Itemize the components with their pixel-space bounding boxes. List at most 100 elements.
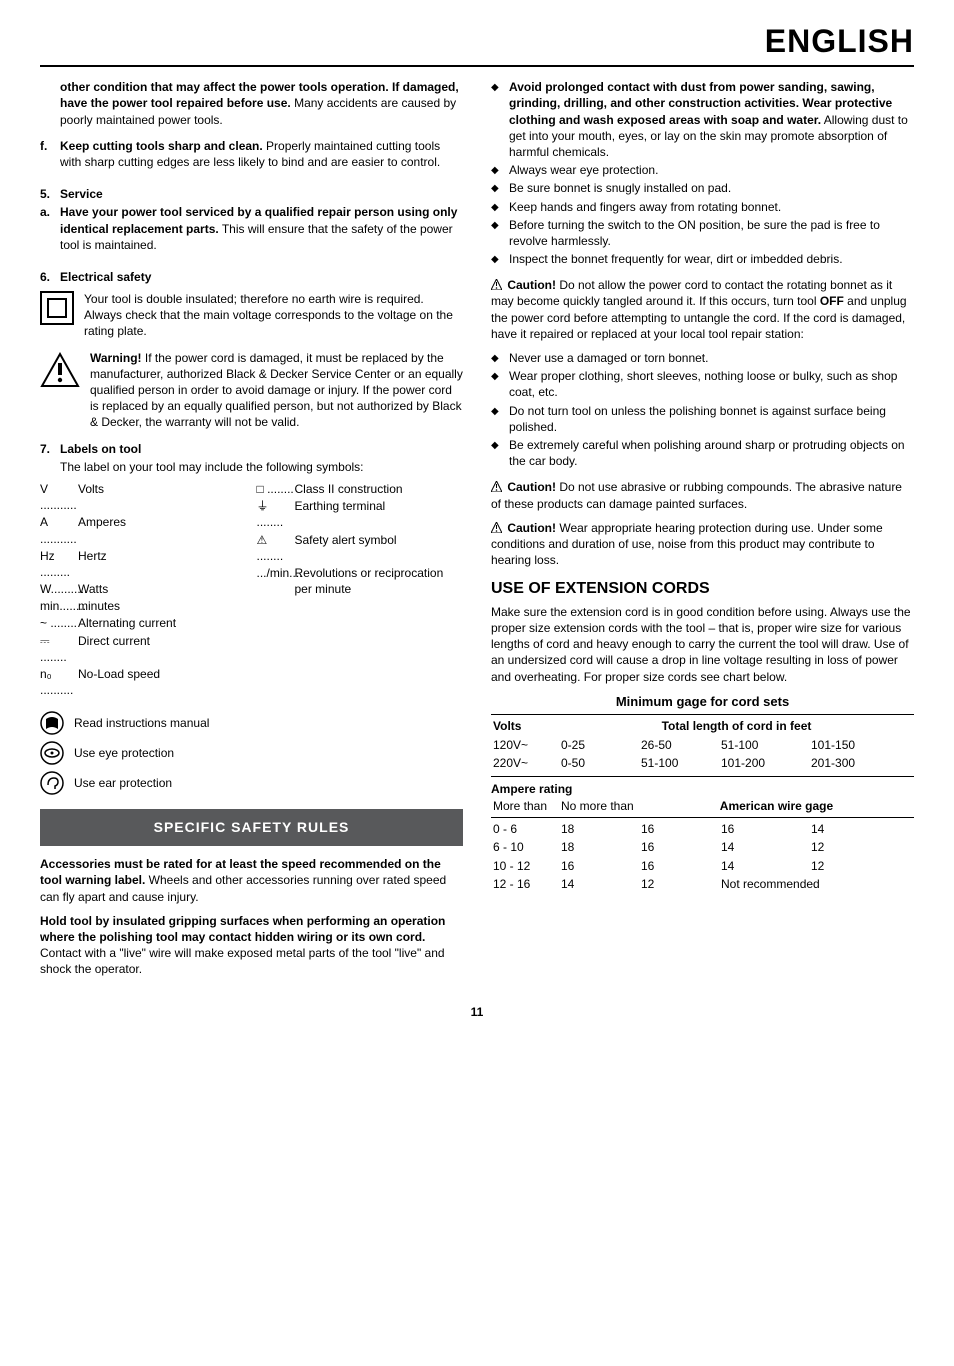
arow4-c: 12: [639, 875, 719, 893]
bullet2-1: Never use a damaged or torn bonnet.: [509, 350, 914, 366]
sym-dc-abbr: ⎓ ........: [40, 633, 78, 665]
sym-ac-label: Alternating current: [78, 615, 247, 631]
bullet-icon: ◆: [491, 350, 509, 366]
total-length-header: Total length of cord in feet: [559, 717, 914, 735]
bullet-icon: ◆: [491, 199, 509, 215]
arow3-e: 12: [809, 857, 899, 875]
bullet2-2: Wear proper clothing, short sleeves, not…: [509, 368, 914, 400]
sym-ac-abbr: ~ ........: [40, 615, 78, 631]
symbols-col-left: V ...........Volts A ...........Amperes …: [40, 481, 247, 699]
arow1-b: 18: [559, 820, 639, 838]
sym-class2-label: Class II construction: [295, 481, 464, 497]
bullet-5: Before turning the switch to the ON posi…: [509, 217, 914, 249]
hold-tool-para: Hold tool by insulated gripping surfaces…: [40, 913, 463, 978]
item-a-para: Have your power tool serviced by a quali…: [60, 204, 463, 253]
read-manual-label: Read instructions manual: [74, 715, 209, 731]
sym-earth-abbr: ⏚ ........: [257, 498, 295, 530]
section-7-title: Labels on tool: [60, 441, 463, 457]
hold-tool-bold: Hold tool by insulated gripping surfaces…: [40, 914, 445, 944]
volts-header: Volts: [491, 717, 559, 735]
arow1-d: 16: [719, 820, 809, 838]
bullet-2: Always wear eye protection.: [509, 162, 914, 178]
awg-header: American wire gage: [639, 797, 914, 815]
manual-icon: [40, 711, 64, 735]
row2-c2: 51-100: [639, 754, 719, 772]
arow2-d: 14: [719, 838, 809, 856]
bullet-1: Avoid prolonged contact with dust from p…: [509, 79, 914, 160]
warning-text: Warning! If the power cord is damaged, i…: [90, 350, 463, 431]
bullet-icon: ◆: [491, 79, 509, 160]
warning-bold: Warning!: [90, 351, 142, 365]
caution-3-bold: Caution!: [507, 521, 556, 535]
row2-c1: 0-50: [559, 754, 639, 772]
sym-rpm-abbr: .../min....: [257, 565, 295, 597]
sym-alert-label: Safety alert symbol: [295, 532, 464, 564]
accessories-para: Accessories must be rated for at least t…: [40, 856, 463, 905]
sym-hz-label: Hertz: [78, 548, 247, 580]
arow4-b: 14: [559, 875, 639, 893]
electrical-safety-text: Your tool is double insulated; therefore…: [84, 291, 463, 340]
arow3-b: 16: [559, 857, 639, 875]
row2-c3: 101-200: [719, 754, 809, 772]
arow3-a: 10 - 12: [491, 857, 559, 875]
sym-w-label: Watts: [78, 581, 247, 597]
arow2-e: 12: [809, 838, 899, 856]
labels-intro: The label on your tool may include the f…: [60, 459, 463, 475]
ampere-rating-header: Ampere rating: [491, 781, 914, 797]
arow1-c: 16: [639, 820, 719, 838]
caution-2-bold: Caution!: [507, 480, 556, 494]
divider: [491, 817, 914, 818]
sym-n0-label: No-Load speed: [78, 666, 247, 698]
sym-alert-abbr: ⚠ ........: [257, 532, 295, 564]
caution-3-para: Caution! Wear appropriate hearing protec…: [491, 520, 914, 569]
row2-volts: 220V~: [491, 754, 559, 772]
item-a-letter: a.: [40, 204, 60, 261]
section-7-num: 7.: [40, 441, 60, 457]
eye-protection-label: Use eye protection: [74, 745, 174, 761]
eye-protection-icon: [40, 741, 64, 765]
extension-cords-para: Make sure the extension cord is in good …: [491, 604, 914, 685]
bullet-icon: ◆: [491, 162, 509, 178]
caution-1-para: Caution! Do not allow the power cord to …: [491, 277, 914, 342]
arow2-b: 18: [559, 838, 639, 856]
gage-table: Volts Total length of cord in feet 120V~…: [491, 717, 914, 893]
safety-rules-banner: SPECIFIC SAFETY RULES: [40, 809, 463, 846]
arow4-a: 12 - 16: [491, 875, 559, 893]
no-more-than-label: No more than: [559, 797, 639, 815]
intro-para: other condition that may affect the powe…: [60, 79, 463, 128]
section-6-title: Electrical safety: [60, 269, 463, 285]
gage-table-title: Minimum gage for cord sets: [491, 693, 914, 711]
arow2-a: 6 - 10: [491, 838, 559, 856]
arow1-a: 0 - 6: [491, 820, 559, 838]
item-f-para: Keep cutting tools sharp and clean. Prop…: [60, 138, 463, 170]
row1-c4: 101-150: [809, 736, 899, 754]
row1-c2: 26-50: [639, 736, 719, 754]
bullet-icon: ◆: [491, 217, 509, 249]
caution-icon: [491, 279, 502, 290]
sym-class2-abbr: □ ........: [257, 481, 295, 497]
caution-1-off: OFF: [820, 294, 844, 308]
bullet-4: Keep hands and fingers away from rotatin…: [509, 199, 914, 215]
bullet-icon: ◆: [491, 180, 509, 196]
section-5-num: 5.: [40, 186, 60, 202]
bullet-6: Inspect the bonnet frequently for wear, …: [509, 251, 914, 267]
bullet-3: Be sure bonnet is snugly installed on pa…: [509, 180, 914, 196]
sym-min-abbr: min........: [40, 598, 78, 614]
sym-v-abbr: V ...........: [40, 481, 78, 513]
arow2-c: 16: [639, 838, 719, 856]
divider: [491, 714, 914, 715]
row1-volts: 120V~: [491, 736, 559, 754]
bullet-icon: ◆: [491, 437, 509, 469]
bullet-icon: ◆: [491, 251, 509, 267]
more-than-label: More than: [491, 797, 559, 815]
warning-body: If the power cord is damaged, it must be…: [90, 351, 463, 430]
extension-cords-title: USE OF EXTENSION CORDS: [491, 578, 914, 600]
arow3-d: 14: [719, 857, 809, 875]
sym-hz-abbr: Hz .........: [40, 548, 78, 580]
sym-earth-label: Earthing terminal: [295, 498, 464, 530]
double-insulated-icon: [40, 291, 74, 325]
item-f-letter: f.: [40, 138, 60, 178]
language-title: ENGLISH: [40, 20, 914, 67]
symbols-col-right: □ ........Class II construction ⏚ ......…: [257, 481, 464, 699]
row2-c4: 201-300: [809, 754, 899, 772]
